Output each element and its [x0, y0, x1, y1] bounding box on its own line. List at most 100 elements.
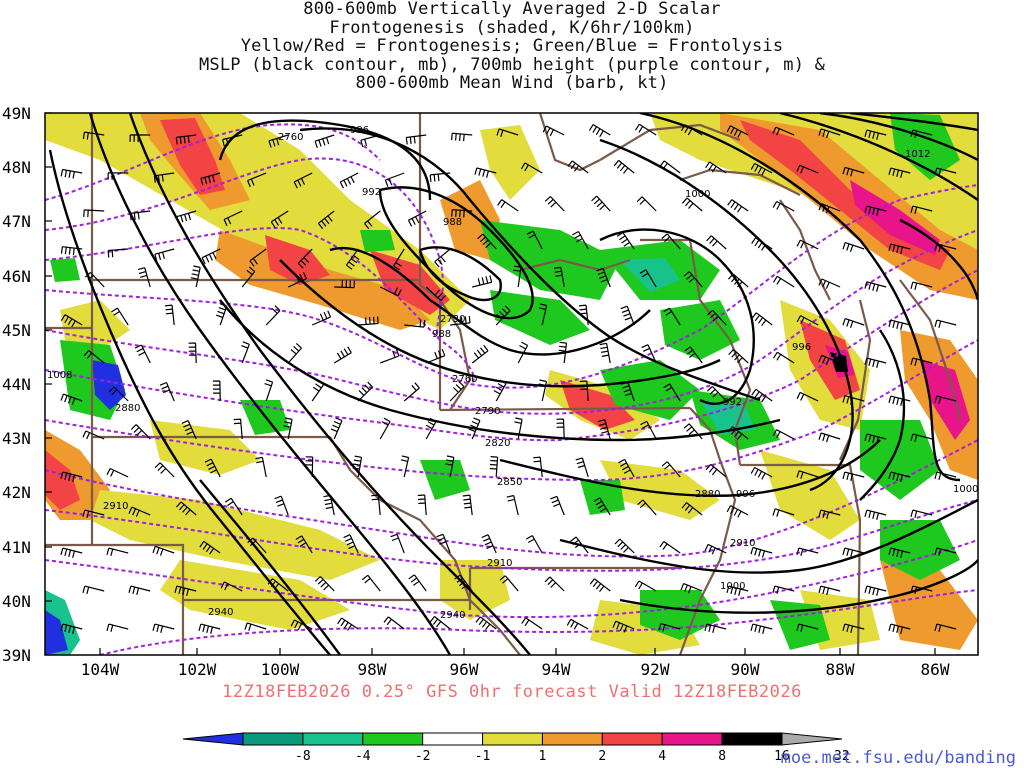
wind-barb [683, 271, 703, 288]
wind-barb [727, 199, 749, 213]
wind-barb [616, 232, 635, 250]
wind-barb [521, 617, 543, 630]
wind-barb [533, 456, 543, 478]
wind-barb [379, 349, 400, 364]
wind-barb [334, 280, 355, 289]
wind-barb [663, 307, 681, 326]
lon-label: 96W [450, 660, 479, 679]
wind-barb [596, 267, 611, 288]
wind-barb [390, 533, 405, 554]
wind-barb [60, 246, 83, 256]
wind-barb [888, 243, 911, 254]
wind-barb [910, 509, 933, 518]
colorbar-arrow-left [182, 732, 244, 746]
height-label: 2790 [475, 406, 500, 417]
wind-barb [681, 197, 703, 212]
wind-barb [934, 319, 957, 328]
lon-label: 92W [641, 660, 670, 679]
wind-barb [451, 209, 473, 218]
title-line-1: 800-600mb Vertically Averaged 2-D Scalar [303, 0, 721, 19]
height-label: 2880 [695, 489, 720, 500]
wind-barb [60, 314, 83, 328]
wind-barb [910, 433, 933, 442]
longitude-axis [99, 648, 936, 655]
wind-barbs [60, 123, 957, 634]
wind-barb [330, 417, 343, 440]
wind-barb [379, 286, 402, 297]
wind-barb [593, 497, 611, 516]
wind-barb [588, 124, 611, 138]
wind-barb [558, 341, 568, 364]
wind-barb [220, 581, 243, 592]
mslp-label: 988 [432, 329, 451, 340]
wind-barb [544, 576, 565, 592]
wind-barb [305, 456, 314, 478]
wind-barb [934, 547, 957, 556]
wind-barb [417, 494, 427, 516]
wind-barb [864, 509, 887, 520]
wind-barb [641, 344, 657, 364]
height-labels: 2760 2730 2760 2790 2820 2850 2880 2880 … [103, 132, 755, 621]
wind-barb [772, 200, 795, 212]
wind-barb [572, 230, 589, 250]
wind-barb [663, 383, 681, 402]
wind-barb [517, 341, 529, 364]
colorbar-box [362, 732, 424, 746]
mslp-contours [48, 113, 978, 655]
wind-barb [383, 616, 405, 630]
wind-barb [727, 426, 749, 440]
state-boundaries [45, 113, 962, 655]
wind-barb [164, 304, 175, 326]
wind-barb [154, 248, 175, 262]
wind-barb [579, 380, 589, 402]
wind-barb [233, 418, 243, 440]
wind-barb [796, 239, 819, 250]
wind-barb [339, 172, 359, 189]
longitude-labels: 104W 102W 100W 98W 96W 94W 92W 90W 88W 8… [81, 660, 950, 679]
wind-barb [425, 417, 437, 440]
wind-barb [152, 545, 175, 556]
lon-label: 88W [826, 660, 855, 679]
colorbar: -8 -4 -2 -1 1 2 4 8 16 32 [182, 732, 850, 764]
colorbar-label: 32 [834, 749, 850, 764]
wind-barb [358, 316, 379, 326]
wind-barb [864, 357, 887, 368]
title-line-3: Yellow/Red = Frontogenesis; Green/Blue =… [240, 36, 784, 56]
wind-barb [471, 344, 489, 364]
wind-barb [475, 616, 497, 631]
height-label: 2760 [452, 374, 477, 385]
wind-barb [290, 619, 313, 631]
latitude-labels: 49N 48N 47N 46N 45N 44N 43N 42N 41N 40N … [2, 104, 31, 665]
wind-barb [818, 432, 841, 443]
wind-barb [864, 129, 887, 140]
wind-barb [268, 134, 289, 148]
height-label: 2910 [103, 501, 128, 512]
wind-barb [60, 547, 83, 558]
wind-barb [705, 161, 727, 174]
wind-barb [842, 547, 865, 557]
lon-label: 102W [178, 660, 217, 679]
wind-barb [728, 273, 749, 288]
wind-barb [591, 195, 611, 212]
wind-barb [176, 501, 197, 516]
colorbar-box [661, 732, 723, 746]
wind-barb [613, 159, 635, 174]
wind-barb [751, 388, 773, 403]
colorbar-box [242, 732, 304, 746]
wind-barb [264, 379, 274, 402]
wind-barb [705, 463, 727, 478]
wind-barb [429, 172, 451, 182]
mslp-label: 1000 [953, 484, 978, 495]
wind-barb [497, 199, 519, 212]
wind-barb [658, 623, 681, 632]
wind-barb [659, 541, 681, 554]
wind-barb [129, 134, 151, 143]
mslp-label: 996 [350, 125, 369, 136]
wind-barb [393, 248, 405, 271]
wind-barb [550, 495, 565, 516]
wind-barb [934, 243, 957, 252]
wind-barb [864, 585, 887, 596]
wind-barb [842, 166, 865, 177]
colorbar-box [601, 732, 663, 746]
wind-barb [888, 319, 911, 330]
